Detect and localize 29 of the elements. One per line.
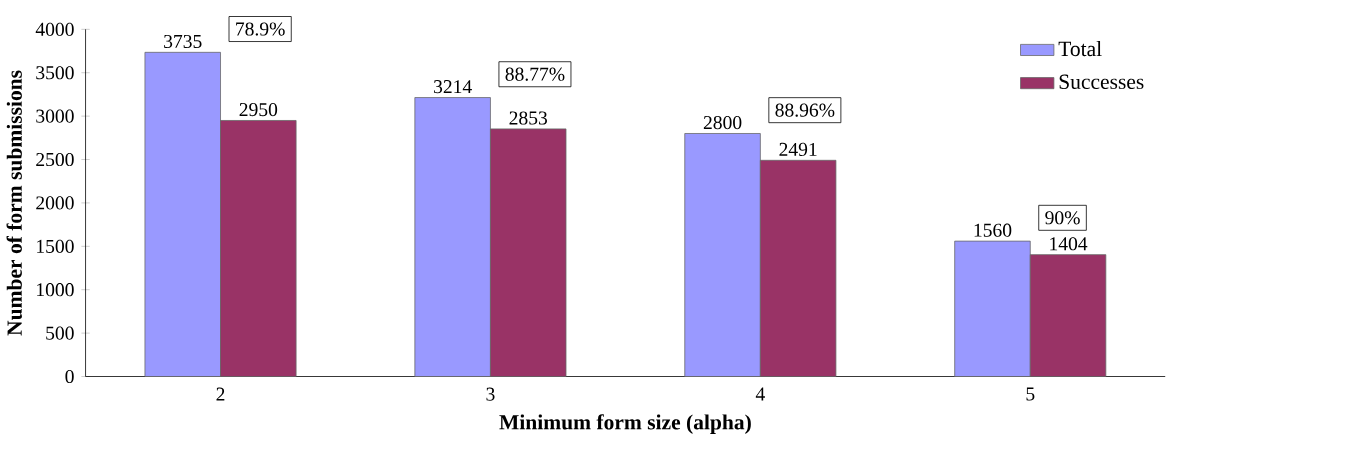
legend-label: Successes (1059, 74, 1144, 89)
y-tick-label: 1000 (37, 282, 74, 297)
y-tick-label: 2000 (36, 196, 74, 210)
annotation: 88.77% (505, 67, 565, 81)
annotation: 78.9% (236, 22, 285, 36)
x-tick-label: 4 (755, 387, 765, 401)
data-label: 3735 (164, 34, 202, 48)
y-axis-title: Number of form submissions (6, 70, 22, 336)
y-tick-label: 4000 (35, 22, 74, 36)
annotation: 88.96% (775, 103, 835, 117)
y-tick-label: 500 (46, 326, 74, 340)
data-label: 2950 (239, 102, 278, 116)
y-tick-label: 2500 (36, 152, 74, 166)
y-tick-label: 3000 (36, 109, 74, 123)
x-tick-label: 2 (216, 387, 225, 401)
x-axis-title: Minimum form size (alpha) (499, 413, 751, 434)
data-label: 2491 (779, 142, 817, 156)
data-label: 1404 (1050, 236, 1088, 251)
legend-label: Total (1058, 40, 1102, 56)
data-label: 2853 (509, 111, 548, 125)
y-tick-label: 1500 (37, 239, 74, 253)
data-label: 3214 (434, 79, 472, 94)
data-label: 1560 (974, 223, 1012, 237)
data-label: 2800 (703, 115, 742, 129)
y-tick-label: 3500 (36, 65, 74, 80)
x-tick-label: 5 (1026, 387, 1035, 401)
x-tick-label: 3 (486, 387, 495, 401)
y-tick-label: 0 (65, 369, 74, 383)
annotation: 90% (1045, 210, 1080, 225)
